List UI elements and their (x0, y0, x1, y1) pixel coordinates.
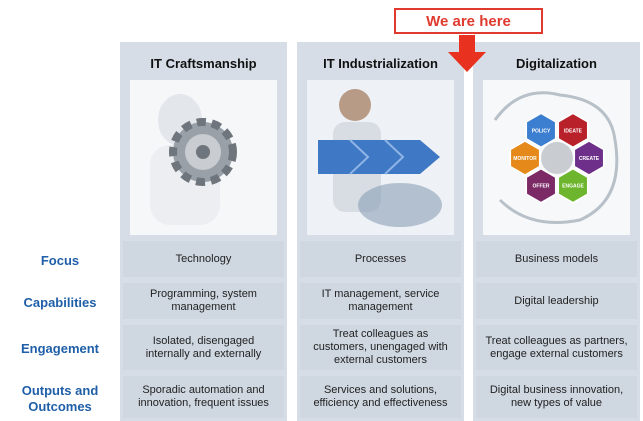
hexagon-image (493, 91, 619, 224)
callout: We are here (394, 8, 543, 34)
cell: Services and solutions, efficiency and e… (300, 376, 461, 418)
cell: Technology (123, 241, 284, 277)
hexagon-label: IDEATE (564, 128, 583, 134)
cell: Processes (300, 241, 461, 277)
hexagon (573, 140, 605, 176)
hexagon-label: ENGAGE (562, 184, 584, 190)
column-title: IT Industrialization (323, 56, 438, 71)
row-label: Engagement (20, 341, 99, 356)
arrow (448, 35, 486, 72)
gear-image (150, 94, 237, 225)
cell: Sporadic automation and innovation, freq… (123, 376, 284, 418)
hexagon (509, 140, 541, 176)
hexagon (525, 167, 557, 204)
process-image (318, 89, 442, 227)
cell: IT management, service management (300, 283, 461, 319)
cell: Treat colleagues as customers, unengaged… (300, 325, 461, 370)
row-label: Outputs and Outcomes (21, 382, 99, 414)
hexagon-label: CREATE (579, 156, 600, 162)
row-label: Capabilities (23, 294, 97, 310)
cell: Digital business innovation, new types o… (476, 376, 637, 418)
hexagon-label: OFFER (533, 184, 550, 190)
cell: Programming, system management (123, 283, 284, 319)
row-label: Focus (40, 252, 80, 268)
hexagon-label: POLICY (532, 128, 551, 134)
hexagon-label: MONITOR (513, 156, 537, 162)
cell: Digital leadership (476, 283, 637, 319)
hexagon (557, 167, 589, 204)
column-title: IT Craftsmanship (150, 56, 257, 71)
column-title: Digitalization (516, 56, 597, 71)
cell: Treat colleagues as partners, engage ext… (476, 325, 637, 370)
cell: Business models (476, 241, 637, 277)
cell: Isolated, disengaged internally and exte… (123, 325, 284, 370)
hexagon (525, 112, 557, 149)
hexagon (557, 112, 589, 149)
